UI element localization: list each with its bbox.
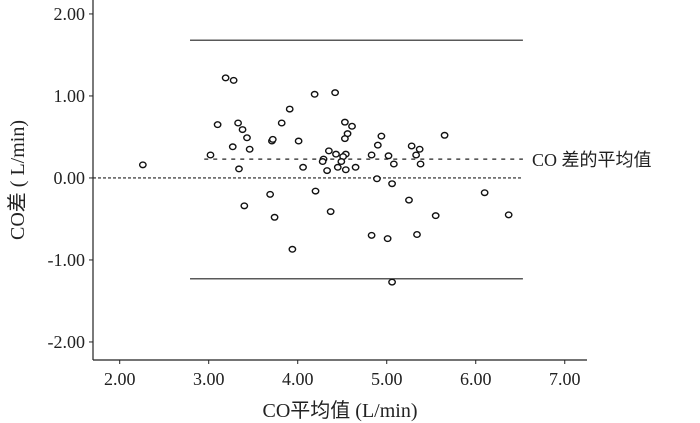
data-point	[270, 213, 279, 221]
x-tick-label: 5.00	[371, 369, 403, 389]
data-point	[268, 135, 277, 143]
data-point	[412, 151, 421, 159]
data-point	[415, 145, 424, 153]
data-point	[229, 76, 238, 84]
data-point	[440, 131, 449, 139]
data-point	[333, 163, 342, 171]
y-tick-label: -2.00	[48, 332, 86, 352]
data-point	[337, 158, 346, 166]
data-point	[288, 245, 297, 253]
data-point	[341, 166, 350, 174]
y-axis-label: CO差 ( L/min)	[6, 120, 29, 240]
data-point	[388, 180, 396, 188]
data-point	[373, 175, 381, 183]
data-point	[332, 150, 340, 158]
y-tick-label: 1.00	[54, 86, 86, 106]
data-point	[340, 118, 349, 126]
data-point	[348, 122, 356, 130]
data-point	[340, 135, 349, 143]
data-point	[388, 278, 396, 286]
x-tick-label: 2.00	[104, 369, 136, 389]
data-point	[413, 231, 421, 239]
data-point	[235, 165, 243, 173]
data-point	[238, 126, 247, 134]
data-point	[373, 141, 382, 149]
mean-line-label: CO 差的平均值	[532, 150, 652, 170]
y-tick-label: -1.00	[48, 250, 86, 270]
data-point	[285, 105, 294, 113]
data-point	[277, 119, 286, 127]
x-tick-label: 4.00	[282, 369, 314, 389]
data-point	[331, 89, 340, 97]
data-point	[299, 163, 307, 171]
data-point	[221, 74, 230, 82]
data-point	[384, 152, 393, 160]
data-point	[318, 158, 327, 166]
x-tick-label: 7.00	[549, 369, 581, 389]
data-point	[234, 119, 242, 127]
data-point	[367, 151, 376, 159]
data-point	[480, 189, 489, 197]
data-point	[431, 212, 440, 220]
data-point	[266, 190, 275, 198]
data-point	[311, 187, 320, 195]
data-point	[323, 167, 331, 175]
data-point	[310, 90, 319, 98]
x-tick-label: 3.00	[193, 369, 225, 389]
data-point	[326, 208, 335, 216]
data-point	[389, 160, 398, 168]
data-point	[351, 163, 360, 171]
data-point	[504, 211, 513, 219]
data-point	[416, 160, 425, 168]
data-point	[245, 145, 254, 153]
data-point	[138, 161, 147, 169]
data-point	[377, 132, 386, 140]
data-point	[383, 235, 392, 243]
data-point	[294, 137, 303, 145]
data-point	[206, 151, 215, 159]
y-tick-label: 0.00	[54, 168, 86, 188]
data-point	[367, 231, 376, 239]
data-point	[324, 147, 333, 155]
data-point	[405, 196, 413, 204]
plot-marks	[93, 39, 523, 286]
axis-ticks: 2.00 3.00 4.00 5.00 6.00 7.00 2.00 1.00 0.00 -1.0…	[48, 4, 581, 389]
data-point	[228, 143, 237, 151]
data-point	[407, 142, 416, 150]
y-tick-label: 2.00	[54, 4, 86, 24]
data-point	[243, 134, 251, 142]
data-point	[240, 202, 249, 210]
data-point	[213, 121, 222, 129]
x-tick-label: 6.00	[460, 369, 492, 389]
x-axis-label: CO平均值 (L/min)	[263, 399, 418, 422]
